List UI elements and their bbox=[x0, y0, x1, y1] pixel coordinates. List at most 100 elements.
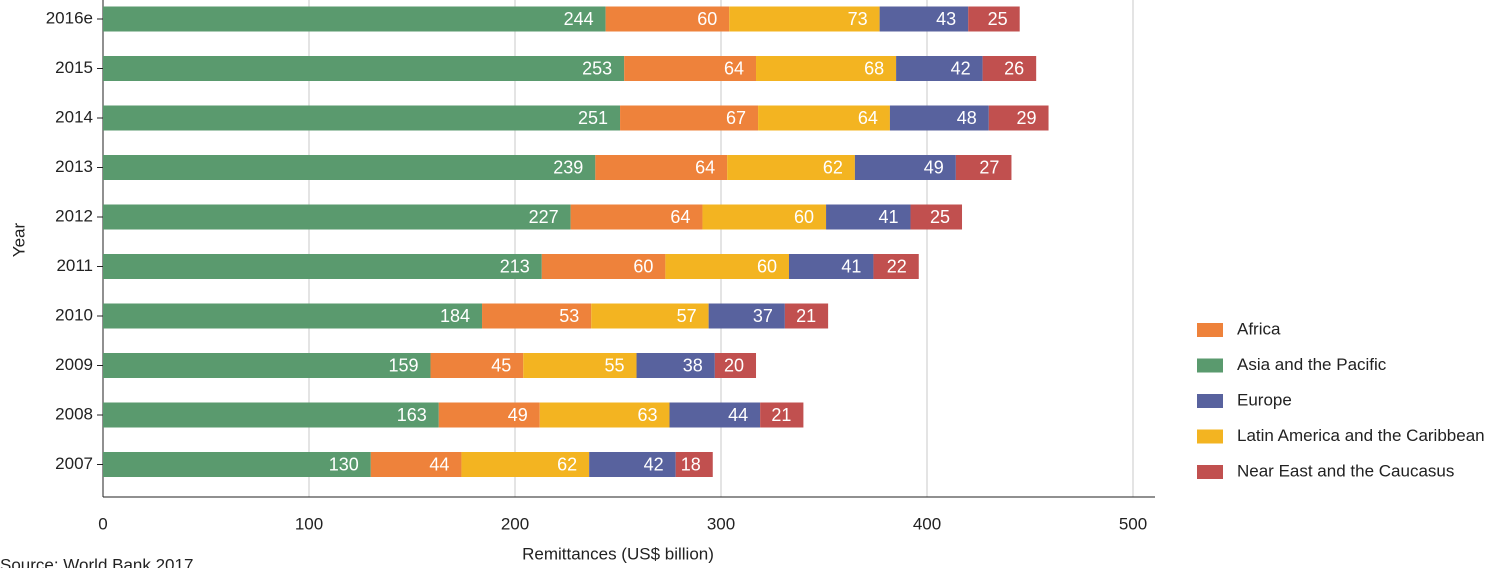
bar-segment bbox=[103, 105, 621, 131]
bar-segment bbox=[103, 452, 371, 477]
bar-segment bbox=[758, 105, 890, 131]
bar-segment bbox=[708, 303, 785, 329]
value-label: 62 bbox=[557, 454, 577, 474]
value-label: 64 bbox=[724, 58, 744, 78]
bar-segment bbox=[955, 155, 1012, 180]
bar-segment bbox=[988, 105, 1049, 131]
y-tick-label: 2008 bbox=[55, 404, 93, 423]
x-tick-label: 300 bbox=[707, 514, 735, 533]
value-label: 253 bbox=[582, 58, 612, 78]
bar-segment bbox=[605, 6, 730, 32]
value-label: 60 bbox=[794, 207, 814, 227]
bar-segment bbox=[620, 105, 759, 131]
value-label: 42 bbox=[644, 454, 664, 474]
bar-segment bbox=[103, 402, 439, 428]
bar-segment bbox=[589, 452, 676, 477]
bar-segment bbox=[756, 56, 897, 81]
value-label: 43 bbox=[936, 9, 956, 29]
bar-segment bbox=[889, 105, 989, 131]
x-tick-label: 100 bbox=[295, 514, 323, 533]
value-label: 21 bbox=[796, 306, 816, 326]
y-tick-label: 2010 bbox=[55, 305, 93, 324]
x-tick-label: 200 bbox=[501, 514, 529, 533]
y-tick-label: 2013 bbox=[55, 157, 93, 176]
bar-segment bbox=[103, 204, 571, 230]
y-tick-label: 2009 bbox=[55, 355, 93, 374]
value-label: 251 bbox=[578, 108, 608, 128]
value-label: 60 bbox=[697, 9, 717, 29]
bar-segment bbox=[103, 6, 606, 32]
value-label: 64 bbox=[670, 207, 690, 227]
legend-swatch bbox=[1197, 394, 1223, 408]
value-label: 20 bbox=[724, 355, 744, 375]
value-label: 22 bbox=[887, 256, 907, 276]
value-label: 73 bbox=[848, 9, 868, 29]
value-label: 38 bbox=[683, 355, 703, 375]
value-label: 25 bbox=[930, 207, 950, 227]
value-label: 67 bbox=[726, 108, 746, 128]
bar-segment bbox=[430, 353, 524, 378]
value-label: 227 bbox=[529, 207, 559, 227]
bar-segment bbox=[591, 303, 709, 329]
y-tick-label: 2016e bbox=[46, 8, 93, 27]
bar-segment bbox=[675, 452, 713, 477]
value-label: 62 bbox=[823, 157, 843, 177]
bar-segment bbox=[826, 204, 911, 230]
value-label: 25 bbox=[988, 9, 1008, 29]
legend-swatch bbox=[1197, 465, 1223, 479]
legend-swatch bbox=[1197, 429, 1223, 444]
bar-segment bbox=[968, 6, 1020, 32]
bar-segment bbox=[879, 6, 969, 32]
value-label: 37 bbox=[753, 306, 773, 326]
value-label: 213 bbox=[500, 256, 530, 276]
bar-segment bbox=[523, 353, 637, 378]
bar-segment bbox=[103, 155, 596, 180]
x-tick-label: 500 bbox=[1119, 514, 1147, 533]
legend-label: Africa bbox=[1237, 319, 1281, 338]
bar-segment bbox=[541, 254, 666, 279]
value-label: 163 bbox=[397, 405, 427, 425]
bar-segment bbox=[482, 303, 592, 329]
bar-segment bbox=[624, 56, 757, 81]
value-label: 244 bbox=[564, 9, 594, 29]
legend-swatch bbox=[1197, 323, 1223, 337]
bar-segment bbox=[370, 452, 462, 477]
bar-segment bbox=[103, 303, 483, 329]
bar-segment bbox=[854, 155, 956, 180]
bar-segment bbox=[702, 204, 827, 230]
value-label: 68 bbox=[864, 58, 884, 78]
y-axis-label: Year bbox=[9, 222, 28, 257]
value-label: 239 bbox=[553, 157, 583, 177]
value-label: 64 bbox=[858, 108, 878, 128]
bar-segment bbox=[784, 303, 829, 329]
value-label: 48 bbox=[957, 108, 977, 128]
legend-label: Asia and the Pacific bbox=[1237, 355, 1387, 374]
bar-segment bbox=[873, 254, 919, 279]
value-label: 41 bbox=[841, 256, 861, 276]
x-tick-label: 0 bbox=[98, 514, 107, 533]
value-label: 27 bbox=[979, 157, 999, 177]
bar-segment bbox=[729, 6, 880, 32]
legend-label: Latin America and the Caribbean bbox=[1237, 426, 1485, 445]
bar-segment bbox=[570, 204, 703, 230]
bar-segment bbox=[982, 56, 1037, 81]
y-tick-label: 2011 bbox=[56, 256, 93, 275]
value-label: 21 bbox=[771, 405, 791, 425]
source: Source: World Bank 2017 bbox=[0, 555, 193, 568]
bar-segment bbox=[636, 353, 715, 378]
x-axis-label: Remittances (US$ billion) bbox=[522, 544, 714, 563]
value-label: 60 bbox=[633, 256, 653, 276]
value-label: 44 bbox=[728, 405, 748, 425]
y-tick-label: 2015 bbox=[55, 58, 93, 77]
y-tick-label: 2014 bbox=[55, 107, 93, 126]
value-label: 130 bbox=[329, 454, 359, 474]
value-label: 41 bbox=[878, 207, 898, 227]
y-tick-label: 2012 bbox=[55, 206, 93, 225]
bar-segment bbox=[896, 56, 983, 81]
bar-segment bbox=[103, 254, 542, 279]
value-label: 184 bbox=[440, 306, 470, 326]
legend-label: Near East and the Caucasus bbox=[1237, 461, 1454, 480]
bar-segment bbox=[727, 155, 855, 180]
value-label: 53 bbox=[559, 306, 579, 326]
bar-segment bbox=[788, 254, 874, 279]
